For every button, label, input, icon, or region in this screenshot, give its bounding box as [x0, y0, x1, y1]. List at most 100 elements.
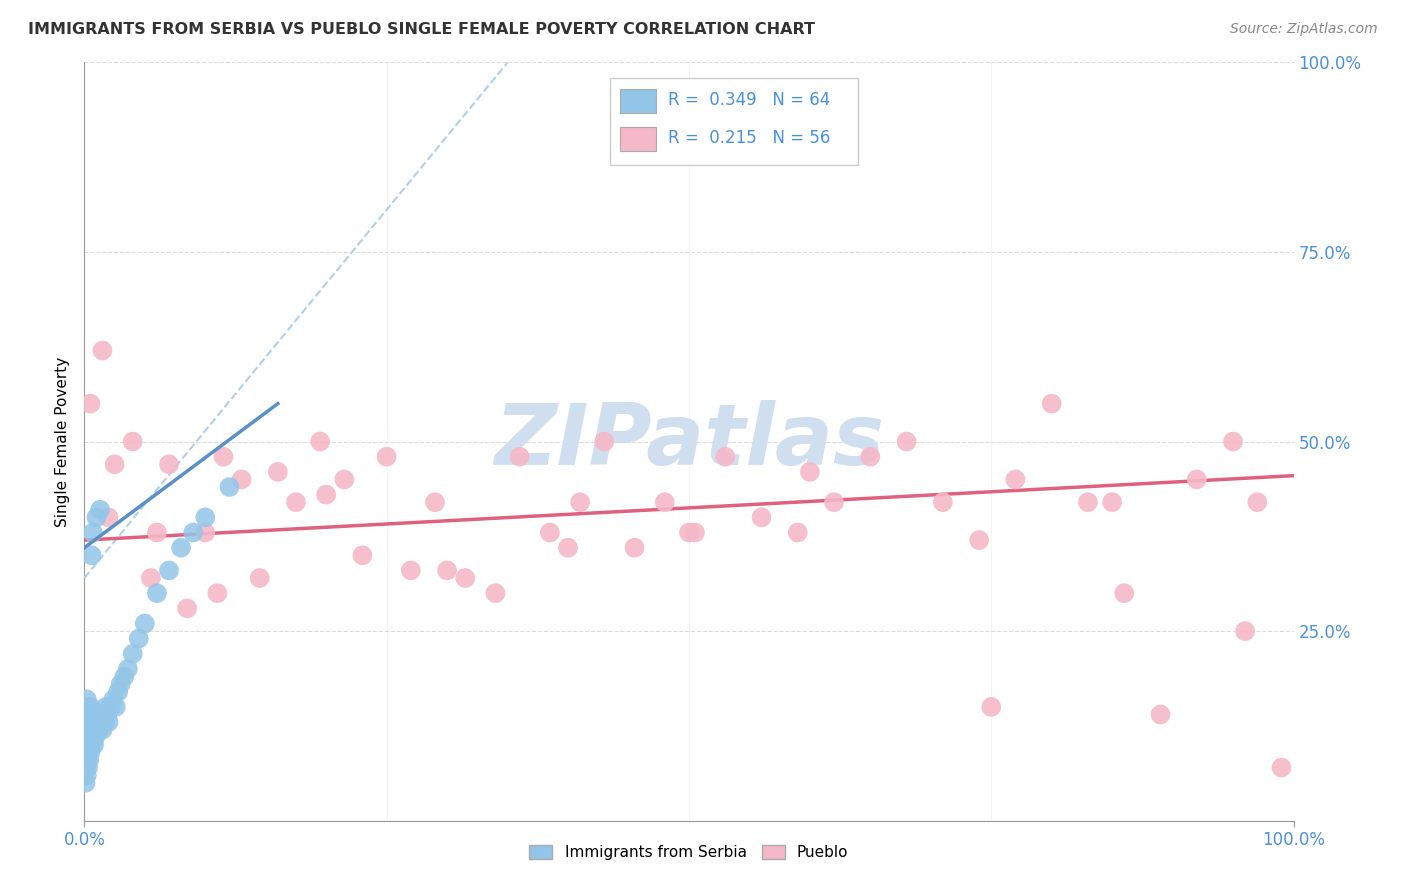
Point — [103, 692, 125, 706]
Point — [79, 715, 101, 730]
Text: R =  0.349   N = 64: R = 0.349 N = 64 — [668, 91, 831, 109]
Point — [309, 434, 332, 449]
Point — [96, 707, 118, 722]
Point — [97, 715, 120, 730]
Point — [1246, 495, 1268, 509]
Point — [1222, 434, 1244, 449]
Point — [75, 715, 97, 730]
Point — [86, 715, 108, 730]
Point — [980, 699, 1002, 714]
Point — [75, 776, 97, 790]
Point — [86, 510, 108, 524]
Point — [170, 541, 193, 555]
Point — [77, 760, 100, 774]
Point — [77, 699, 100, 714]
Point — [1185, 473, 1208, 487]
Point — [77, 715, 100, 730]
Point — [80, 738, 103, 752]
Point — [454, 571, 477, 585]
Point — [134, 616, 156, 631]
Point — [714, 450, 737, 464]
Point — [509, 450, 531, 464]
Point — [76, 723, 98, 737]
Point — [117, 662, 139, 676]
Text: R =  0.215   N = 56: R = 0.215 N = 56 — [668, 128, 831, 146]
Point — [654, 495, 676, 509]
Point — [538, 525, 561, 540]
Point — [1114, 586, 1136, 600]
FancyBboxPatch shape — [620, 127, 657, 151]
Point — [75, 730, 97, 744]
Point — [83, 738, 105, 752]
Point — [751, 510, 773, 524]
Point — [218, 480, 240, 494]
Point — [896, 434, 918, 449]
Point — [94, 715, 117, 730]
Point — [194, 525, 217, 540]
Point — [1040, 396, 1063, 410]
Point — [146, 586, 169, 600]
Point — [139, 571, 162, 585]
Point — [112, 669, 135, 683]
Point — [231, 473, 253, 487]
Point — [375, 450, 398, 464]
Point — [267, 465, 290, 479]
Point — [76, 692, 98, 706]
Point — [212, 450, 235, 464]
Point — [76, 768, 98, 782]
Point — [75, 746, 97, 760]
Point — [859, 450, 882, 464]
Point — [1077, 495, 1099, 509]
Point — [82, 715, 104, 730]
Point — [91, 343, 114, 358]
Text: Source: ZipAtlas.com: Source: ZipAtlas.com — [1230, 22, 1378, 37]
Point — [333, 473, 356, 487]
Point — [315, 487, 337, 501]
Point — [83, 707, 105, 722]
Point — [79, 699, 101, 714]
Point — [1270, 760, 1292, 774]
Point — [77, 707, 100, 722]
Point — [128, 632, 150, 646]
Point — [84, 715, 107, 730]
Point — [194, 510, 217, 524]
Point — [77, 738, 100, 752]
Point — [100, 699, 122, 714]
Point — [80, 723, 103, 737]
Point — [176, 601, 198, 615]
Point — [94, 699, 117, 714]
Point — [77, 753, 100, 767]
Point — [91, 723, 114, 737]
Point — [79, 396, 101, 410]
Point — [683, 525, 706, 540]
Point — [249, 571, 271, 585]
Point — [284, 495, 308, 509]
Point — [932, 495, 955, 509]
Point — [82, 525, 104, 540]
Point — [181, 525, 204, 540]
Point — [97, 510, 120, 524]
Point — [76, 753, 98, 767]
Text: IMMIGRANTS FROM SERBIA VS PUEBLO SINGLE FEMALE POVERTY CORRELATION CHART: IMMIGRANTS FROM SERBIA VS PUEBLO SINGLE … — [28, 22, 815, 37]
Point — [678, 525, 700, 540]
Point — [77, 730, 100, 744]
Point — [75, 760, 97, 774]
Point — [967, 533, 990, 548]
FancyBboxPatch shape — [620, 89, 657, 113]
Point — [436, 564, 458, 578]
Point — [79, 730, 101, 744]
Point — [1234, 624, 1257, 639]
Legend: Immigrants from Serbia, Pueblo: Immigrants from Serbia, Pueblo — [523, 838, 855, 866]
Point — [484, 586, 506, 600]
Point — [76, 707, 98, 722]
Point — [110, 677, 132, 691]
Point — [157, 564, 180, 578]
Y-axis label: Single Female Poverty: Single Female Poverty — [55, 357, 70, 526]
Point — [87, 723, 110, 737]
FancyBboxPatch shape — [610, 78, 858, 165]
Point — [207, 586, 229, 600]
Point — [104, 458, 127, 472]
Point — [146, 525, 169, 540]
Point — [89, 503, 111, 517]
Point — [623, 541, 645, 555]
